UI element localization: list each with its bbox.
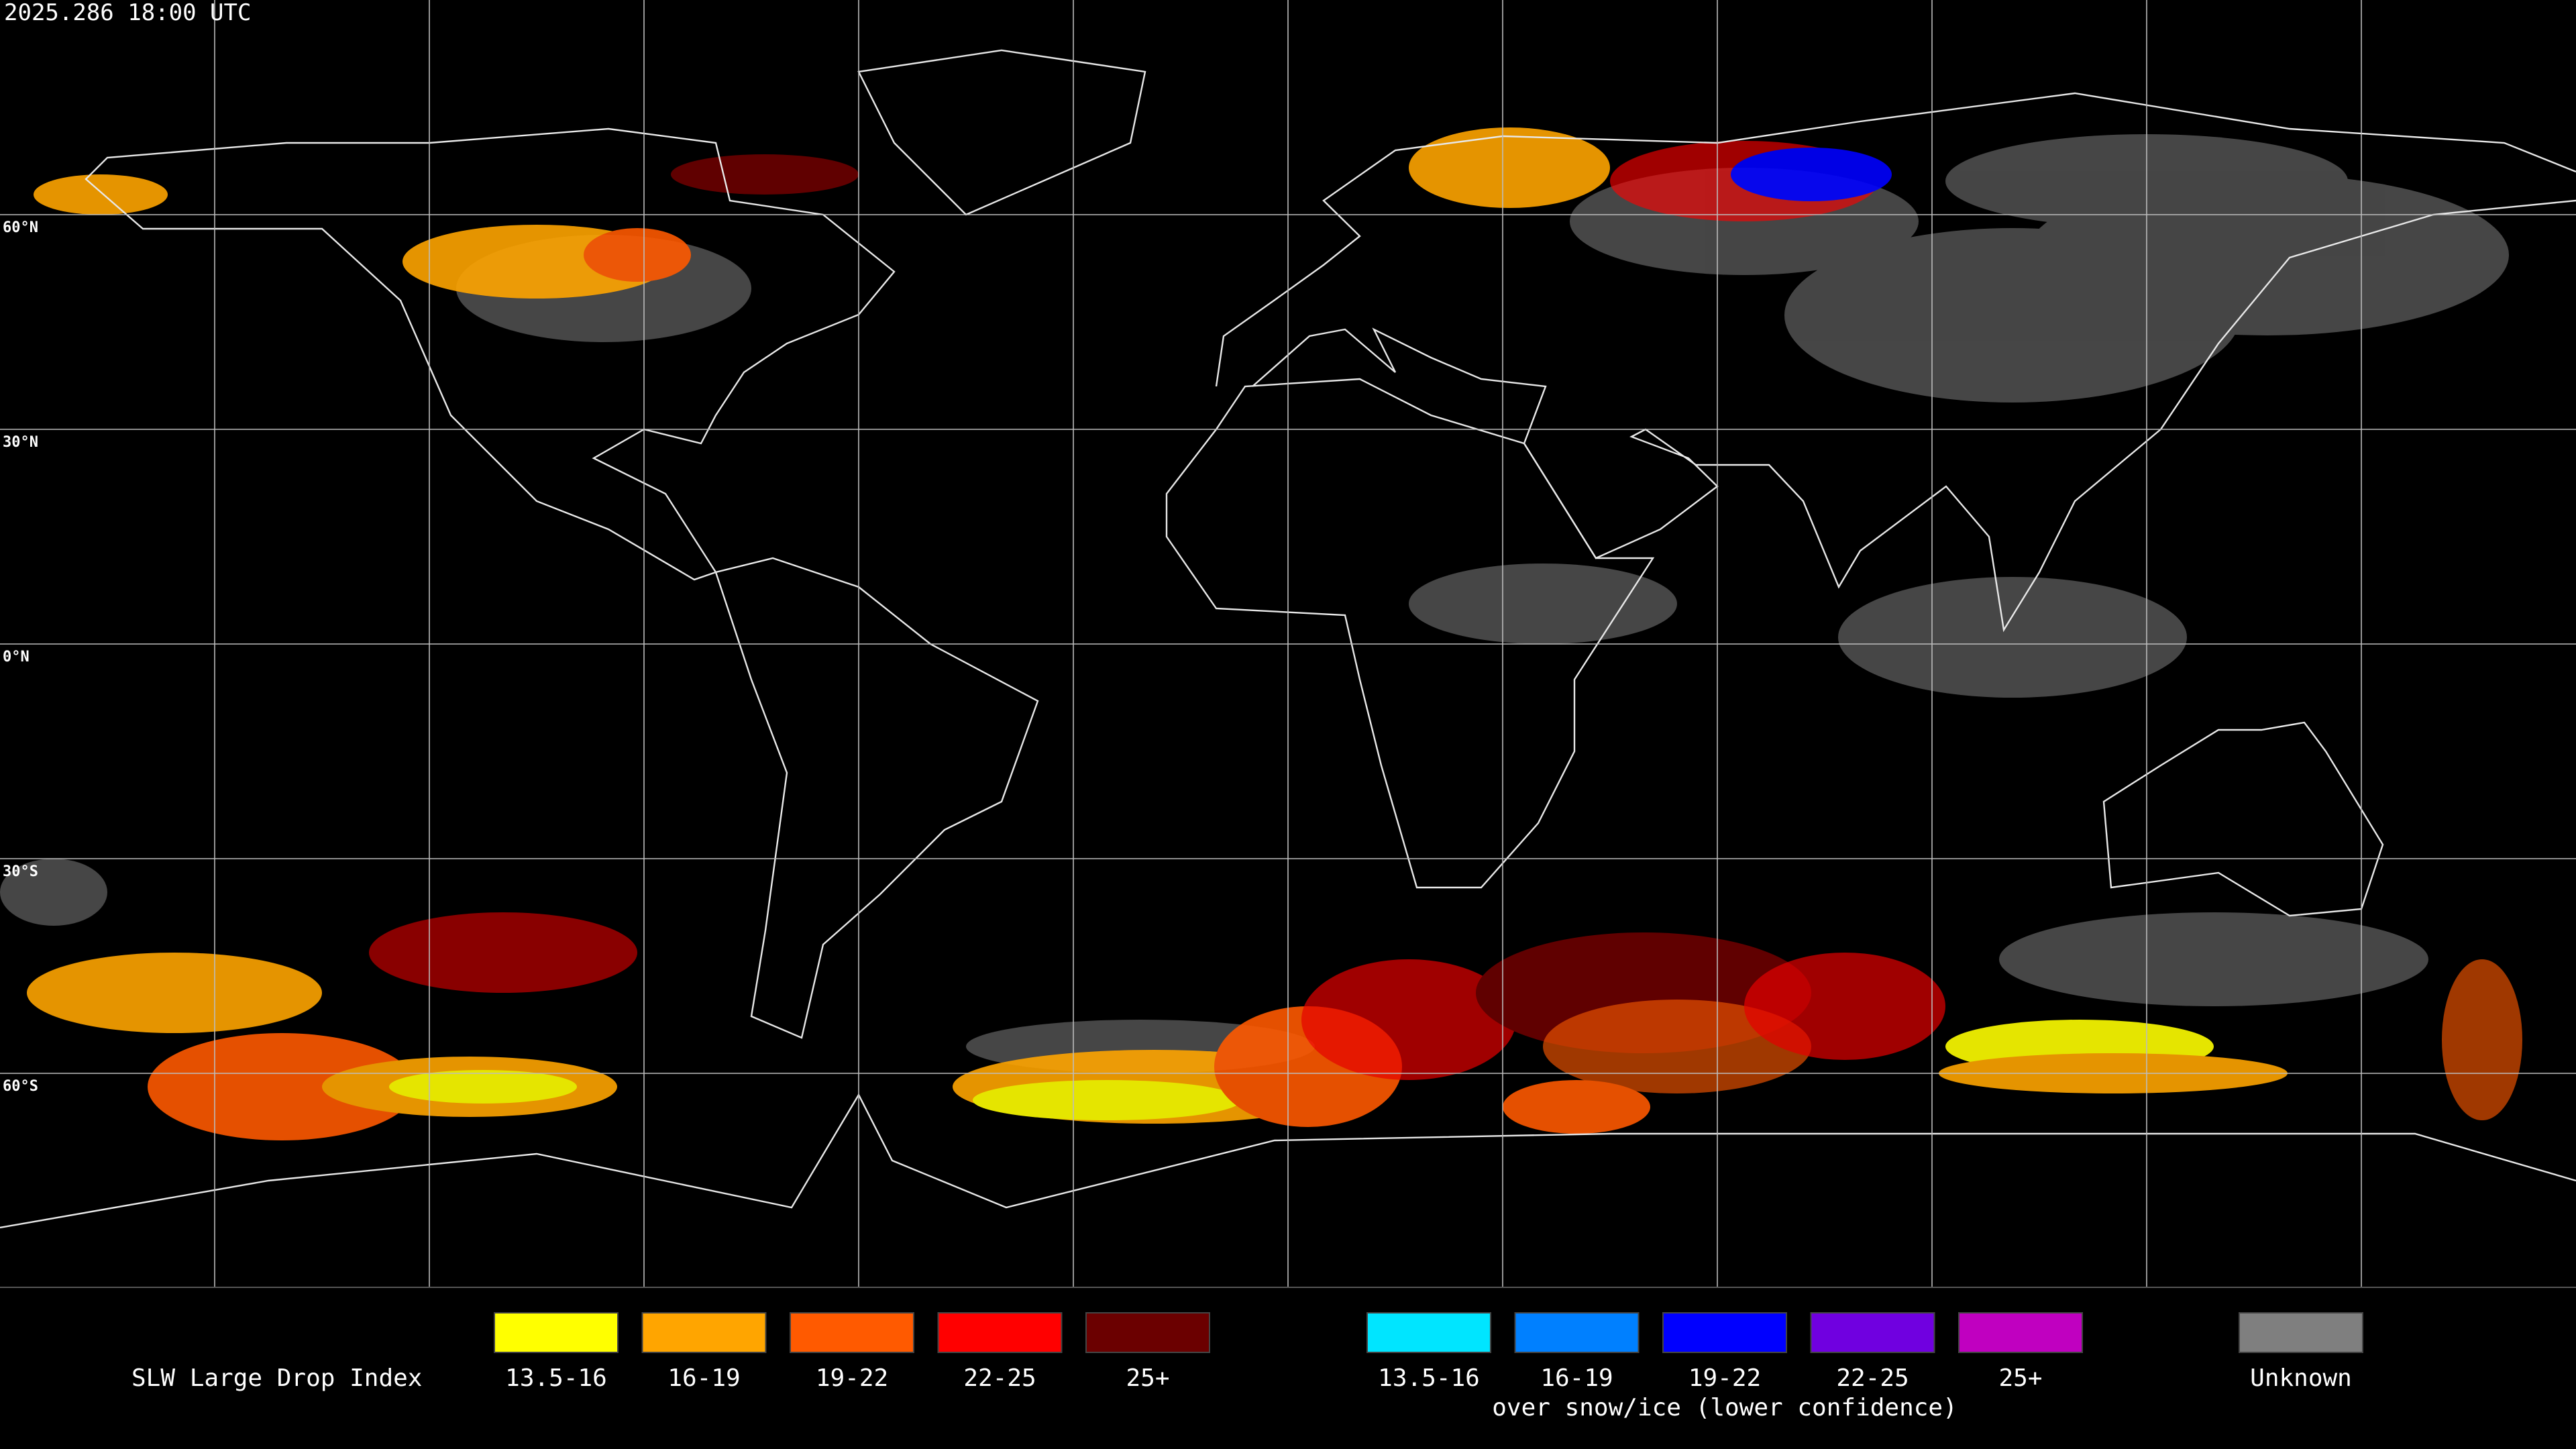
- legend-label: 13.5-16: [1378, 1364, 1480, 1392]
- legend-label: 13.5-16: [505, 1364, 607, 1392]
- legend-label: 16-19: [1540, 1364, 1613, 1392]
- legend-label: 22-25: [1836, 1364, 1909, 1392]
- coastline-greenland: [857, 49, 1146, 216]
- coastline-australia: [2102, 721, 2384, 917]
- legend-label: 19-22: [816, 1364, 888, 1392]
- latitude-label: 60°N: [3, 219, 38, 236]
- latitude-label: 30°N: [3, 434, 38, 451]
- legend-swatch: [1662, 1312, 1787, 1353]
- latitude-label: 30°S: [3, 863, 38, 880]
- legend: SLW Large Drop Index 13.5-16 16-19 19-22 22…: [131, 1312, 2363, 1421]
- legend-swatch: [641, 1312, 767, 1353]
- graticule: 60°N 30°N 0°N 30°S 60°S: [0, 0, 2576, 1287]
- latitude-label: 0°N: [3, 649, 30, 665]
- legend-label: 22-25: [963, 1364, 1036, 1392]
- legend-swatch: [1958, 1312, 2083, 1353]
- latitude-label: 60°S: [3, 1078, 38, 1095]
- legend-swatch: [1810, 1312, 1935, 1353]
- legend-swatch: [1085, 1312, 1210, 1353]
- legend-label: 16-19: [667, 1364, 740, 1392]
- legend-label: 25+: [1998, 1364, 2042, 1392]
- legend-swatch: [2239, 1312, 2363, 1353]
- timestamp: 2025.286 18:00 UTC: [4, 0, 251, 26]
- legend-label: 25+: [1126, 1364, 1169, 1392]
- legend-title: SLW Large Drop Index: [131, 1364, 422, 1392]
- legend-label: 19-22: [1688, 1364, 1761, 1392]
- legend-swatch: [790, 1312, 914, 1353]
- legend-label: Unknown: [2250, 1364, 2352, 1392]
- coastline-south-america: [714, 557, 1039, 1039]
- legend-swatch: [1366, 1312, 1491, 1353]
- legend-swatch: [1514, 1312, 1640, 1353]
- legend-note: over snow/ice (lower confidence): [1492, 1394, 1957, 1421]
- legend-swatch: [494, 1312, 619, 1353]
- coastline-eurasia: [1215, 92, 2576, 633]
- legend-swatch: [937, 1312, 1063, 1353]
- coastline-africa: [1165, 378, 1655, 889]
